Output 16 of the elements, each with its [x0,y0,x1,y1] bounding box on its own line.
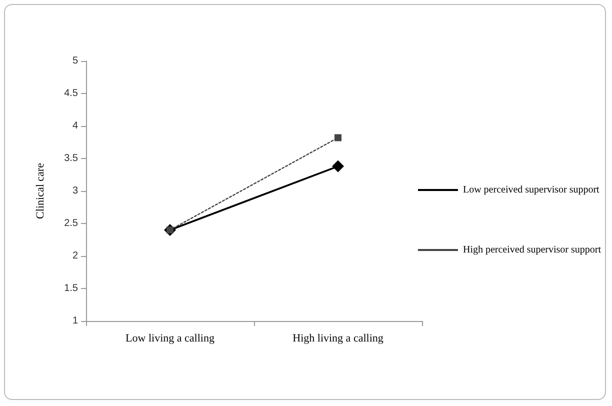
point [332,160,344,172]
y-tick-label: 1 [72,316,78,326]
y-tick-label: 4 [72,120,78,132]
legend-label: Low perceived supervisor support [462,184,600,196]
y-tick-label: 2.5 [64,218,78,229]
y-tick-label: 3.5 [64,153,78,164]
y-tick-label: 3 [72,186,78,196]
legend-label: High perceived supervisor support [462,244,602,256]
x-tick-label: Low living a calling [126,332,215,344]
y-tick-label: 5 [72,56,78,66]
y-tick-label: 2 [72,250,78,262]
x-tick-label: High living a calling [292,332,384,344]
point [334,134,342,142]
y-tick-label: 1.5 [64,283,78,294]
y-tick-label: 4.5 [64,88,78,99]
y-axis-title: Clinical care [34,162,46,219]
